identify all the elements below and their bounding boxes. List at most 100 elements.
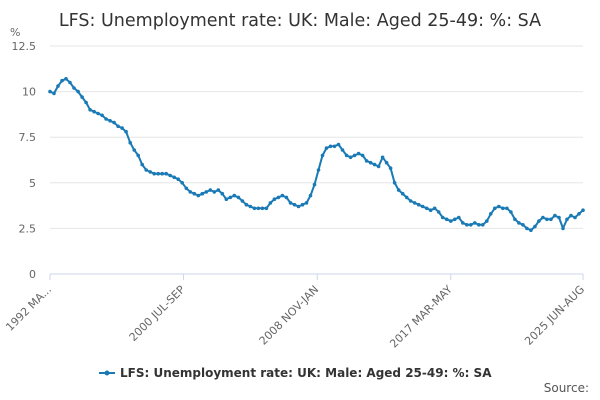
data-point[interactable]	[120, 126, 124, 130]
data-point[interactable]	[436, 210, 441, 214]
data-point[interactable]	[408, 199, 413, 203]
data-point[interactable]	[304, 201, 309, 205]
data-point[interactable]	[72, 86, 76, 90]
data-point[interactable]	[497, 204, 501, 209]
data-point[interactable]	[529, 228, 533, 232]
data-point[interactable]	[473, 221, 477, 225]
data-point[interactable]	[252, 206, 257, 211]
data-point[interactable]	[136, 153, 140, 158]
data-point[interactable]	[60, 78, 64, 83]
data-point[interactable]	[489, 212, 493, 216]
data-point[interactable]	[356, 151, 361, 156]
data-point[interactable]	[216, 188, 221, 192]
data-point[interactable]	[545, 217, 549, 222]
data-point[interactable]	[160, 171, 164, 176]
data-point[interactable]	[76, 89, 80, 94]
data-point[interactable]	[292, 202, 297, 207]
data-point[interactable]	[312, 182, 317, 187]
data-point[interactable]	[348, 155, 353, 160]
data-point[interactable]	[208, 188, 213, 192]
legend[interactable]: LFS: Unemployment rate: UK: Male: Aged 2…	[99, 366, 492, 380]
data-point[interactable]	[577, 212, 581, 216]
data-point[interactable]	[453, 217, 457, 222]
data-point[interactable]	[52, 91, 56, 96]
data-point[interactable]	[557, 215, 561, 220]
data-point[interactable]	[549, 217, 553, 222]
data-point[interactable]	[485, 219, 489, 223]
data-point[interactable]	[537, 219, 541, 223]
data-point[interactable]	[108, 119, 112, 123]
data-point[interactable]	[236, 195, 241, 200]
data-point[interactable]	[56, 84, 60, 88]
data-point[interactable]	[376, 164, 381, 169]
data-point[interactable]	[196, 193, 201, 198]
data-point[interactable]	[565, 217, 569, 222]
data-point[interactable]	[296, 204, 301, 209]
data-point[interactable]	[432, 206, 437, 211]
data-point[interactable]	[513, 217, 517, 222]
data-point[interactable]	[112, 120, 116, 125]
data-point[interactable]	[428, 208, 433, 212]
data-point[interactable]	[388, 166, 393, 170]
data-point[interactable]	[477, 223, 481, 227]
data-point[interactable]	[509, 210, 513, 214]
data-point[interactable]	[416, 202, 421, 207]
data-point[interactable]	[180, 181, 184, 185]
data-point[interactable]	[469, 223, 473, 227]
data-point[interactable]	[400, 191, 405, 196]
data-point[interactable]	[172, 175, 176, 180]
data-point[interactable]	[64, 77, 68, 81]
data-point[interactable]	[461, 221, 465, 225]
data-point[interactable]	[573, 215, 577, 220]
data-point[interactable]	[48, 89, 52, 94]
data-point[interactable]	[184, 186, 189, 191]
data-point[interactable]	[256, 206, 261, 211]
data-point[interactable]	[212, 190, 217, 194]
data-point[interactable]	[384, 160, 389, 165]
data-point[interactable]	[561, 226, 565, 231]
data-point[interactable]	[276, 195, 281, 200]
data-point[interactable]	[569, 213, 573, 218]
data-point[interactable]	[316, 168, 321, 172]
data-point[interactable]	[260, 206, 265, 211]
data-point[interactable]	[444, 217, 449, 222]
data-point[interactable]	[340, 148, 345, 152]
data-point[interactable]	[244, 202, 249, 207]
data-point[interactable]	[232, 193, 237, 198]
data-point[interactable]	[84, 100, 88, 105]
data-point[interactable]	[412, 201, 417, 205]
data-point[interactable]	[300, 202, 305, 207]
data-point[interactable]	[104, 117, 108, 121]
data-point[interactable]	[116, 124, 120, 129]
data-point[interactable]	[392, 181, 397, 185]
data-point[interactable]	[424, 206, 429, 211]
data-point[interactable]	[248, 204, 253, 209]
data-point[interactable]	[204, 190, 209, 194]
data-point[interactable]	[368, 160, 373, 165]
data-point[interactable]	[420, 204, 425, 209]
data-point[interactable]	[96, 111, 100, 116]
data-point[interactable]	[324, 146, 329, 150]
data-point[interactable]	[449, 219, 453, 223]
data-point[interactable]	[320, 153, 325, 158]
data-point[interactable]	[352, 153, 357, 158]
data-point[interactable]	[521, 223, 525, 227]
data-point[interactable]	[264, 206, 269, 211]
data-point[interactable]	[525, 226, 529, 231]
data-point[interactable]	[553, 213, 557, 218]
data-point[interactable]	[268, 201, 273, 205]
data-point[interactable]	[581, 208, 585, 212]
data-point[interactable]	[344, 153, 349, 158]
data-point[interactable]	[68, 80, 72, 85]
data-point[interactable]	[272, 197, 277, 201]
data-point[interactable]	[228, 195, 233, 200]
data-point[interactable]	[396, 188, 401, 192]
data-point[interactable]	[88, 108, 92, 112]
data-point[interactable]	[360, 153, 365, 158]
data-point[interactable]	[288, 201, 293, 205]
data-point[interactable]	[332, 144, 337, 149]
data-point[interactable]	[404, 195, 409, 200]
data-point[interactable]	[328, 144, 333, 149]
data-point[interactable]	[465, 223, 469, 227]
data-point[interactable]	[284, 195, 289, 200]
